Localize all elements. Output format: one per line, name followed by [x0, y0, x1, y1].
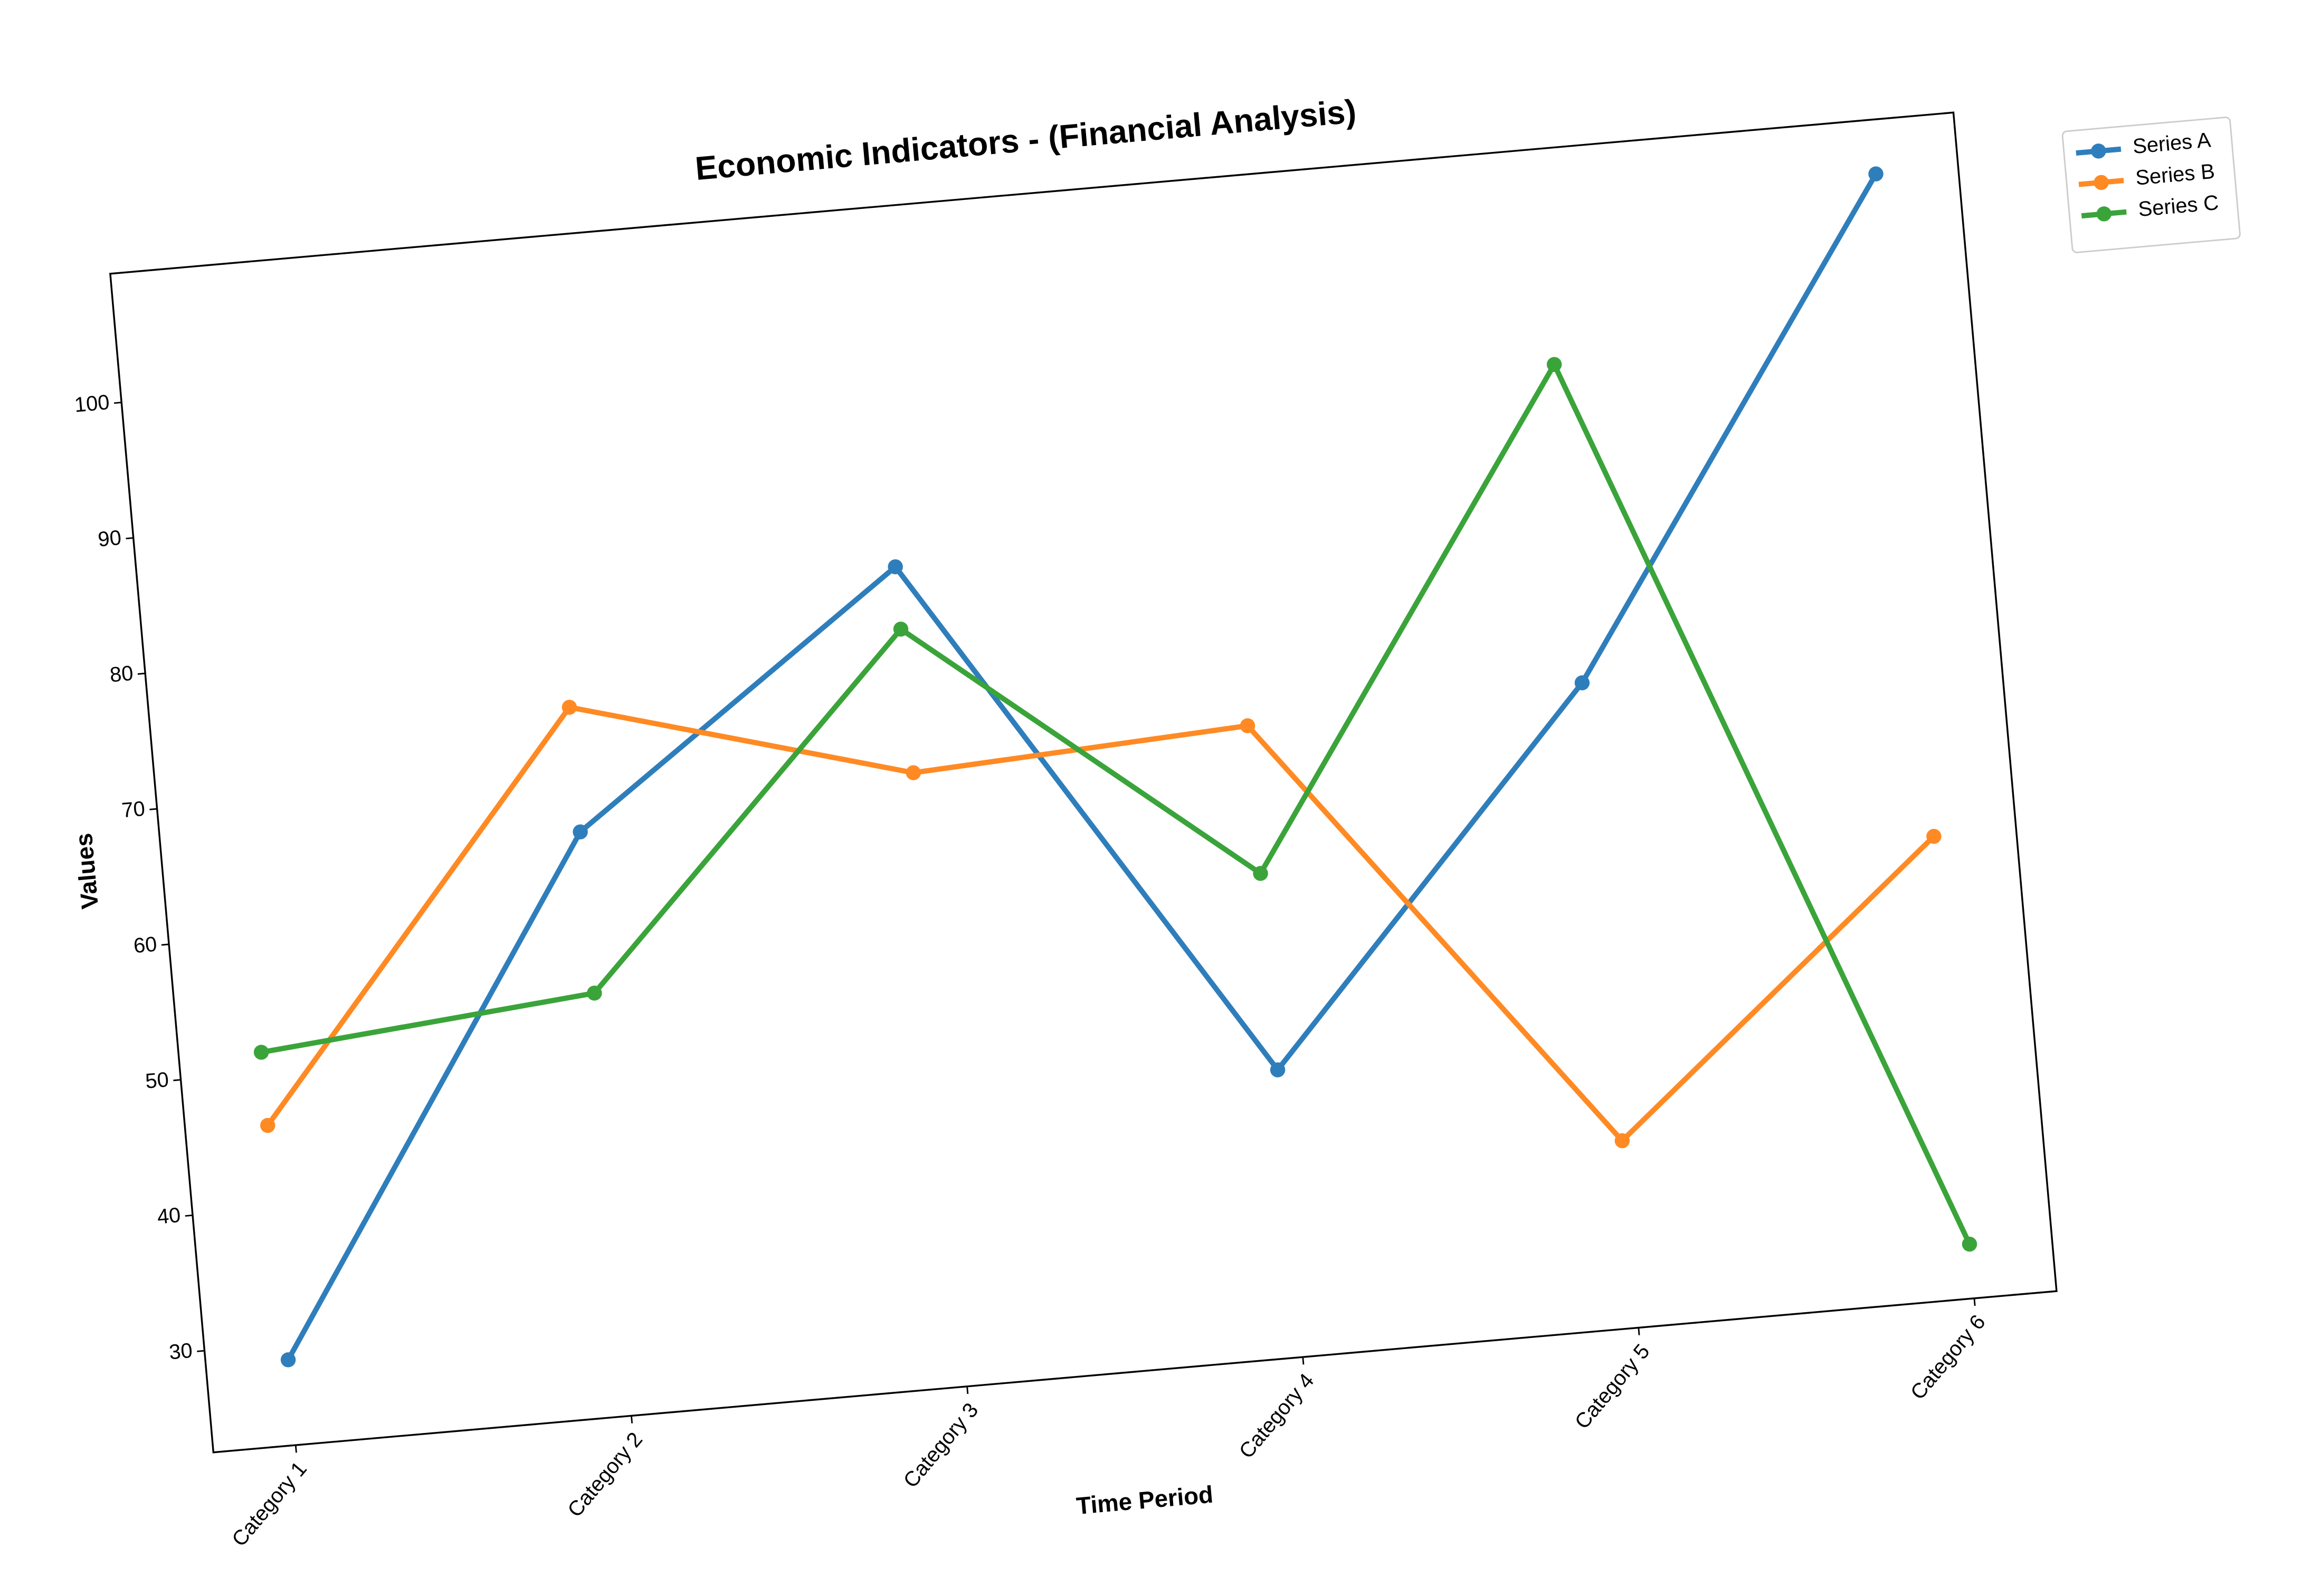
y-tick	[185, 1214, 193, 1217]
data-point	[893, 622, 909, 637]
data-point	[280, 1352, 296, 1368]
y-tick	[126, 537, 134, 540]
x-tick-label: Category 4	[1235, 1369, 1319, 1463]
y-tick-label: 70	[121, 797, 146, 823]
x-tick	[1302, 1356, 1305, 1365]
series-line	[286, 173, 1878, 1361]
data-point	[1868, 166, 1884, 181]
data-point	[587, 986, 602, 1001]
legend-marker	[2094, 175, 2109, 190]
x-tick-label: Category 5	[1571, 1340, 1654, 1433]
y-tick	[173, 1079, 181, 1082]
y-tick	[161, 943, 169, 946]
x-tick-label: Category 6	[1906, 1311, 1990, 1404]
data-point	[1240, 718, 1255, 733]
x-tick-label: Category 2	[563, 1428, 647, 1522]
x-axis-label: Time Period	[1075, 1481, 1214, 1519]
y-tick-label: 50	[145, 1068, 170, 1093]
x-tick-label: Category 3	[899, 1399, 983, 1493]
y-axis-label: Values	[70, 832, 103, 910]
y-tick-label: 80	[109, 662, 134, 687]
data-point	[253, 1045, 269, 1060]
y-tick	[137, 672, 146, 675]
data-point	[1614, 1133, 1630, 1149]
data-point	[1962, 1236, 1977, 1252]
data-point	[573, 824, 588, 839]
data-point	[906, 765, 921, 780]
x-tick	[1973, 1298, 1976, 1306]
legend-marker	[2096, 206, 2112, 222]
data-point	[1574, 675, 1590, 691]
x-tick-label: Category 1	[227, 1457, 311, 1551]
rotated-frame: Economic Indicators - (Financial Analysi…	[70, 93, 2241, 1551]
data-point	[1926, 828, 1942, 844]
series-line	[265, 704, 1936, 1144]
y-tick-label: 100	[73, 390, 110, 417]
plot-frame	[109, 111, 2058, 1454]
y-tick-label: 30	[168, 1339, 194, 1364]
y-tick-label: 90	[97, 526, 122, 551]
series-line	[261, 361, 1972, 1246]
legend-marker	[2091, 144, 2106, 159]
y-tick-label: 40	[156, 1203, 182, 1229]
data-point	[1546, 357, 1562, 372]
data-point	[1253, 866, 1268, 881]
data-point	[260, 1117, 275, 1133]
y-tick-label: 60	[132, 932, 158, 958]
data-point	[1270, 1062, 1286, 1077]
x-tick	[630, 1416, 633, 1423]
x-tick	[966, 1386, 969, 1394]
data-point	[888, 559, 903, 575]
data-point	[562, 700, 577, 715]
